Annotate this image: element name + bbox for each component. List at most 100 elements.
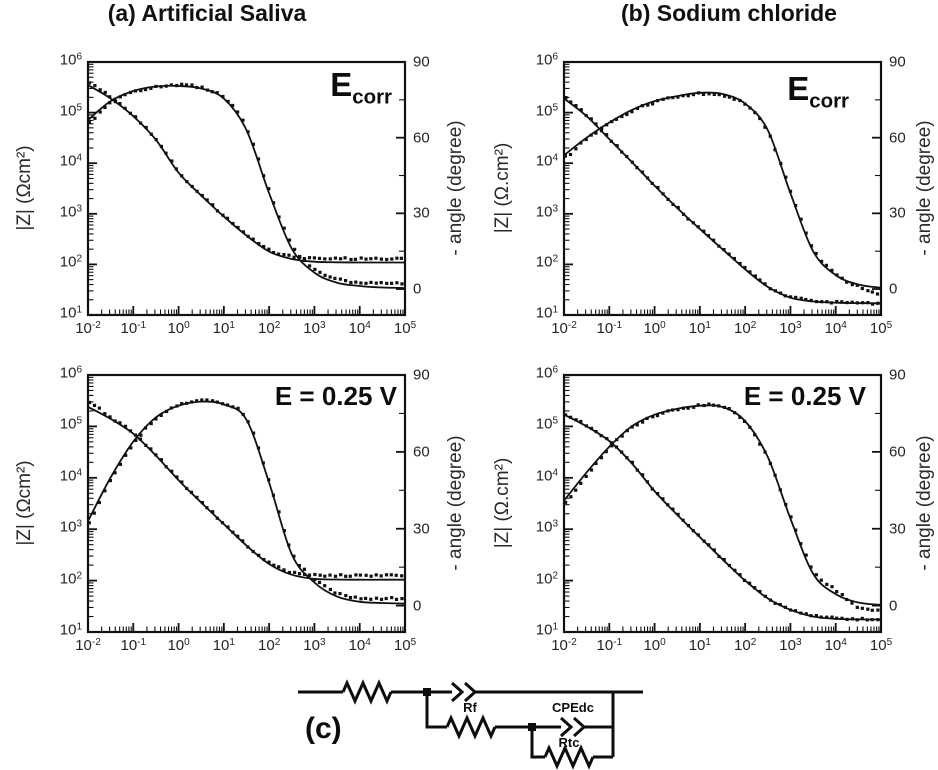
y-left-tick-label: 103 (535, 518, 558, 536)
phase-exp-points (87, 398, 404, 601)
y-right-tick-label: 0 (413, 280, 422, 298)
y-left-tick-label: 106 (535, 51, 558, 69)
plot-panel-a (86, 60, 407, 317)
y-left-tick-label: 104 (535, 467, 558, 485)
impedance-exp-points (88, 400, 404, 578)
resistor-rf-symbol (445, 714, 497, 740)
y-left-tick-label: 104 (59, 467, 82, 485)
resistor-rtc-symbol (543, 744, 595, 770)
y-left-tick-label: 103 (535, 203, 558, 221)
plot-frame (562, 373, 883, 634)
x-tick-label: 103 (779, 320, 802, 337)
x-tick-label: 100 (167, 637, 190, 654)
impedance-axis-label-c: |Z| (Ωcm²) (14, 460, 35, 546)
y-right-tick-label: 30 (889, 204, 906, 222)
y-left-tick-label: 103 (59, 518, 82, 536)
y-left-tick-label: 106 (535, 364, 558, 382)
y-right-tick-label: 90 (889, 53, 906, 71)
impedance-exp-points (564, 96, 880, 306)
y-left-tick-label: 101 (59, 621, 82, 639)
y-right-tick-label: 60 (413, 129, 430, 147)
x-tick-label: 10-1 (120, 320, 147, 337)
panel-c-label: (c) (305, 712, 342, 745)
x-tick-label: 10-2 (75, 320, 101, 337)
panel-b-title: (b) Sodium chloride (621, 0, 837, 26)
phase-fit-line (563, 404, 882, 606)
y-left-tick-label: 104 (59, 152, 82, 170)
x-tick-label: 102 (258, 320, 281, 337)
x-tick-label: 101 (688, 320, 711, 337)
annotation-main: E = 0.25 V (274, 381, 397, 411)
phase-exp-points (564, 402, 880, 612)
x-tick-label: 10-2 (551, 320, 577, 337)
y-right-tick-label: 30 (413, 520, 430, 538)
y-left-tick-label: 102 (59, 253, 82, 271)
plot-panel-c (86, 373, 407, 634)
y-left-tick-label: 102 (535, 570, 558, 588)
y-right-tick-label: 90 (413, 366, 430, 384)
equivalent-circuit-diagram (298, 679, 643, 770)
impedance-exp-points (564, 413, 880, 622)
annotation-main: E (330, 66, 353, 103)
annotation-ecorr-b: Ecorr (787, 72, 849, 112)
annotation-potential-d: E = 0.25 V (744, 383, 866, 414)
phase-exp-points (563, 91, 880, 296)
y-right-tick-label: 60 (413, 443, 430, 461)
circuit-label-rf: Rf (463, 700, 477, 715)
annotation-ecorr-a: Ecorr (330, 68, 392, 108)
x-tick-label: 105 (393, 637, 417, 654)
y-left-tick-label: 101 (59, 304, 82, 322)
impedance-axis-label-b: |Z| (Ω.cm²) (492, 142, 513, 234)
phase-fit-line (87, 400, 406, 605)
annotation-sub: corr (809, 89, 849, 113)
x-tick-label: 101 (212, 637, 235, 654)
cpe-dc-symbol (559, 716, 587, 738)
phase-axis-label-a: - angle (degree) (445, 120, 466, 256)
x-tick-label: 104 (348, 320, 371, 337)
annotation-main: E = 0.25 V (743, 381, 866, 411)
x-tick-label: 104 (824, 637, 847, 654)
y-left-tick-label: 102 (59, 570, 82, 588)
y-right-tick-label: 0 (413, 597, 422, 615)
x-tick-label: 104 (348, 637, 371, 654)
x-tick-label: 10-1 (596, 320, 623, 337)
axis-ticks (563, 374, 882, 633)
phase-axis-label-b: - angle (degree) (914, 120, 935, 256)
y-right-tick-label: 60 (889, 443, 906, 461)
x-tick-label: 101 (212, 320, 235, 337)
x-tick-label: 102 (734, 637, 757, 654)
x-tick-label: 105 (869, 637, 893, 654)
y-right-tick-label: 30 (889, 520, 906, 538)
x-tick-label: 103 (303, 637, 326, 654)
junction-node (423, 688, 431, 696)
x-tick-label: 10-2 (75, 637, 101, 654)
x-tick-label: 103 (779, 637, 802, 654)
plot-frame (562, 60, 883, 317)
y-left-tick-label: 105 (59, 415, 82, 433)
x-tick-label: 105 (393, 320, 417, 337)
y-right-tick-label: 90 (889, 366, 906, 384)
x-tick-label: 100 (167, 320, 190, 337)
impedance-fit-line (87, 406, 405, 581)
axis-ticks (87, 374, 406, 633)
annotation-sub: corr (352, 85, 392, 109)
x-tick-label: 10-1 (596, 637, 623, 654)
y-left-tick-label: 103 (59, 203, 82, 221)
y-left-tick-label: 106 (59, 51, 82, 69)
x-tick-label: 103 (303, 320, 326, 337)
y-left-tick-label: 105 (535, 415, 558, 433)
circuit-bottom-wire (530, 692, 615, 759)
plot-frame (86, 60, 407, 317)
x-tick-label: 10-1 (120, 637, 147, 654)
annotation-potential-c: E = 0.25 V (275, 383, 397, 414)
x-tick-label: 104 (824, 320, 847, 337)
impedance-axis-label-d: |Z| (Ω.cm²) (492, 457, 513, 549)
phase-exp-points (87, 82, 404, 286)
circuit-label-cpedc: CPEdc (552, 700, 594, 715)
y-right-tick-label: 0 (889, 597, 898, 615)
y-left-tick-label: 101 (535, 621, 558, 639)
y-right-tick-label: 30 (413, 204, 430, 222)
y-left-tick-label: 102 (535, 253, 558, 271)
